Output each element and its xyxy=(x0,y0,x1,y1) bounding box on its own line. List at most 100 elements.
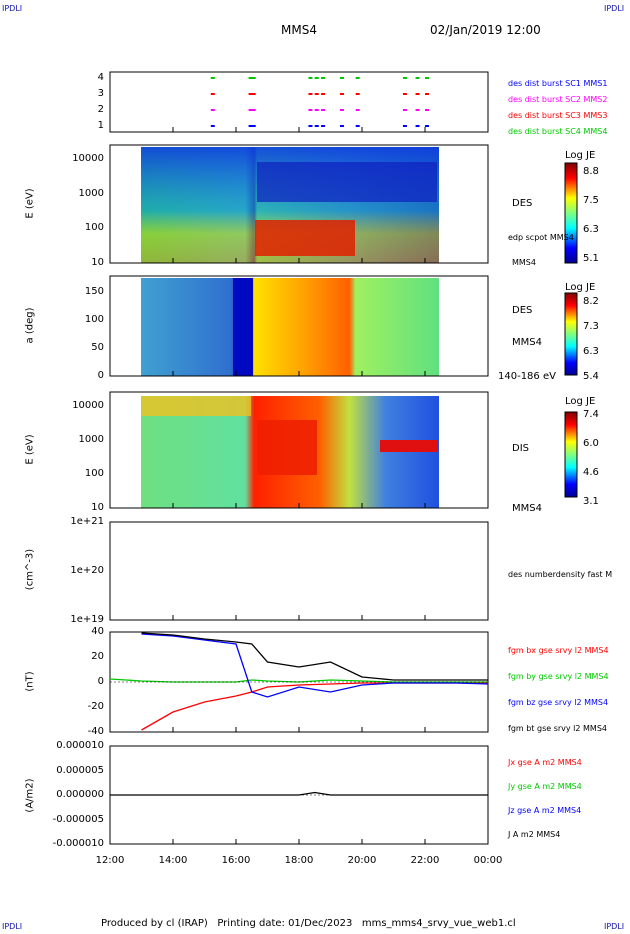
burst-mark xyxy=(251,125,256,127)
des-pitch-dark-stripe xyxy=(233,278,253,376)
y-tick-label: 1 xyxy=(97,120,104,131)
current-panel xyxy=(109,745,489,845)
des-pitch-colorbar xyxy=(564,292,578,376)
y-tick-label: 40 xyxy=(91,626,104,637)
legend-entry: des numberdensity fast M xyxy=(508,570,613,579)
burst-mark xyxy=(308,109,313,111)
burst-mark xyxy=(415,109,420,111)
current-lines xyxy=(110,791,488,796)
series-line xyxy=(110,791,488,796)
burst-mark xyxy=(314,77,319,79)
logo-top-left: IPDLI xyxy=(2,4,23,13)
colorbar-title: Log JE xyxy=(565,282,596,293)
spacecraft-title: MMS4 xyxy=(281,23,317,37)
x-tick-label: 14:00 xyxy=(158,855,188,866)
bfield-lines xyxy=(109,632,489,731)
colorbar-tick: 4.6 xyxy=(583,467,599,478)
legend-entry: des dist burst SC1 MMS1 xyxy=(508,79,608,88)
burst-mark xyxy=(314,109,319,111)
panel-label: edp scpot MMS4 xyxy=(508,233,574,242)
burst-mark xyxy=(321,125,326,127)
y-tick-label: 4 xyxy=(97,72,104,83)
burst-mark xyxy=(321,77,326,79)
y-tick-label: 100 xyxy=(84,222,104,234)
y-tick-label: 1e+19 xyxy=(70,614,104,625)
burst-mark xyxy=(339,93,344,95)
burst-mark xyxy=(415,77,420,79)
des-pitch-panel xyxy=(109,275,578,377)
y-tick-label: 150 xyxy=(84,286,104,297)
date-title: 02/Jan/2019 12:00 xyxy=(430,23,541,37)
current-ylabel: (A/m2) xyxy=(24,778,36,813)
y-tick-label: 0 xyxy=(97,370,104,381)
burst-frame xyxy=(109,71,489,133)
burst-mark xyxy=(339,77,344,79)
burst-mark xyxy=(251,93,256,95)
burst-mark xyxy=(425,125,429,127)
y-tick-label: 100 xyxy=(84,468,104,479)
y-tick-label: 50 xyxy=(91,342,104,353)
burst-mark xyxy=(210,77,215,79)
legend-entry: des dist burst SC2 MMS2 xyxy=(508,95,608,104)
colorbar-title: Log JE xyxy=(565,150,596,161)
legend-entry: fgm bx gse srvy l2 MMS4 xyxy=(508,646,609,655)
y-tick-label: 10 xyxy=(91,257,104,268)
panel-label: MMS4 xyxy=(512,337,542,348)
panel-label: DES xyxy=(512,198,533,209)
panel-label: MMS4 xyxy=(512,503,542,514)
legend-entry: Jy gse A m2 MMS4 xyxy=(508,782,582,791)
colorbar-tick: 8.2 xyxy=(583,296,599,307)
dis-energy-line-band xyxy=(380,440,438,452)
des-pitch-heatmap xyxy=(141,278,439,376)
y-tick-label: -20 xyxy=(87,701,104,712)
y-tick-label: 1000 xyxy=(78,187,104,199)
burst-mark xyxy=(355,125,360,127)
y-tick-label: 3 xyxy=(97,88,104,99)
logo-bottom-left: IPDLI xyxy=(2,922,23,931)
burst-mark xyxy=(210,109,215,111)
burst-mark xyxy=(415,125,420,127)
y-tick-label: 10 xyxy=(91,502,104,513)
legend-entry: des dist burst SC3 MMS3 xyxy=(508,111,608,120)
burst-mark xyxy=(355,109,360,111)
des-energy-colorbar xyxy=(564,162,578,264)
burst-mark xyxy=(248,93,253,95)
burst-mark xyxy=(251,109,256,111)
x-tick-label: 20:00 xyxy=(347,855,377,866)
panel-label: DIS xyxy=(512,443,529,454)
burst-mark xyxy=(248,125,253,127)
x-tick-label: 18:00 xyxy=(284,855,314,866)
dis-energy-high-band xyxy=(141,396,251,416)
burst-mark xyxy=(210,93,215,95)
y-tick-label: 1000 xyxy=(78,434,104,445)
y-tick-label: 2 xyxy=(97,104,104,115)
burst-mark xyxy=(308,77,313,79)
x-tick-label: 00:00 xyxy=(473,855,503,866)
y-tick-label: 1e+21 xyxy=(70,516,104,527)
des-energy-hot-band xyxy=(255,220,355,256)
y-tick-label: -0.000005 xyxy=(52,813,104,825)
legend-entry: Jx gse A m2 MMS4 xyxy=(508,758,582,767)
logo-bottom-right: IPDLI xyxy=(604,922,625,931)
burst-mark xyxy=(339,125,344,127)
density-frame xyxy=(109,521,489,621)
dis-energy-panel xyxy=(109,391,578,509)
x-tick-label: 12:00 xyxy=(95,855,125,866)
burst-panel xyxy=(109,71,489,133)
dis-energy-ylabel: E (eV) xyxy=(24,434,36,465)
footer-text: Produced by cl (IRAP) Printing date: 01/… xyxy=(101,918,516,929)
bfield-panel xyxy=(109,631,489,733)
des-energy-panel xyxy=(109,144,578,264)
burst-mark xyxy=(321,109,326,111)
burst-marks xyxy=(210,77,429,127)
y-tick-label: 0.000005 xyxy=(56,764,104,776)
burst-mark xyxy=(308,125,313,127)
y-tick-label: 10000 xyxy=(72,153,104,164)
panel-label: 140-186 eV xyxy=(498,371,556,382)
y-tick-label: 1e+20 xyxy=(70,565,104,576)
legend-entry: Jz gse A m2 MMS4 xyxy=(508,806,582,815)
burst-mark xyxy=(248,77,253,79)
burst-mark xyxy=(402,93,407,95)
logo-top-right: IPDLI xyxy=(604,4,625,13)
